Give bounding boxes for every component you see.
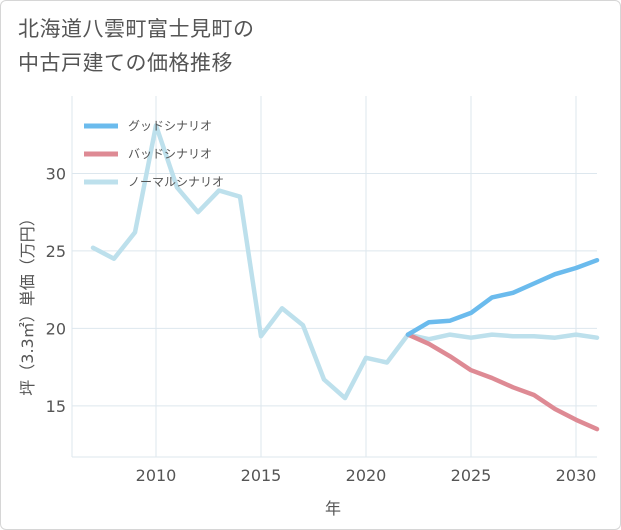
x-tick-label: 2010: [136, 466, 177, 485]
legend-label: グッドシナリオ: [128, 119, 212, 133]
legend-label: バッドシナリオ: [128, 147, 212, 161]
x-axis-label: 年: [325, 499, 341, 518]
x-tick-label: 2025: [451, 466, 492, 485]
y-tick-label: 20: [46, 319, 66, 338]
chart-title: 北海道八雲町富士見町の 中古戸建ての価格推移: [18, 12, 578, 80]
series-line-good: [405, 257, 600, 337]
x-tick-label: 2015: [241, 466, 282, 485]
y-axis-label: 坪（3.3㎡）単価（万円）: [18, 210, 37, 395]
legend-label: ノーマルシナリオ: [128, 175, 224, 189]
series-line-bad: [405, 332, 600, 432]
x-tick-label: 2030: [556, 466, 597, 485]
y-tick-label: 15: [46, 397, 66, 416]
series-lines: [90, 123, 600, 432]
chart-title-line-2: 中古戸建ての価格推移: [18, 51, 233, 75]
grid-lines: [72, 96, 597, 457]
series-line-normal: [90, 123, 600, 401]
x-tick-label: 2020: [346, 466, 387, 485]
y-tick-label: 25: [46, 242, 66, 261]
chart-title-line-1: 北海道八雲町富士見町の: [18, 17, 255, 41]
y-tick-label: 30: [46, 164, 66, 183]
